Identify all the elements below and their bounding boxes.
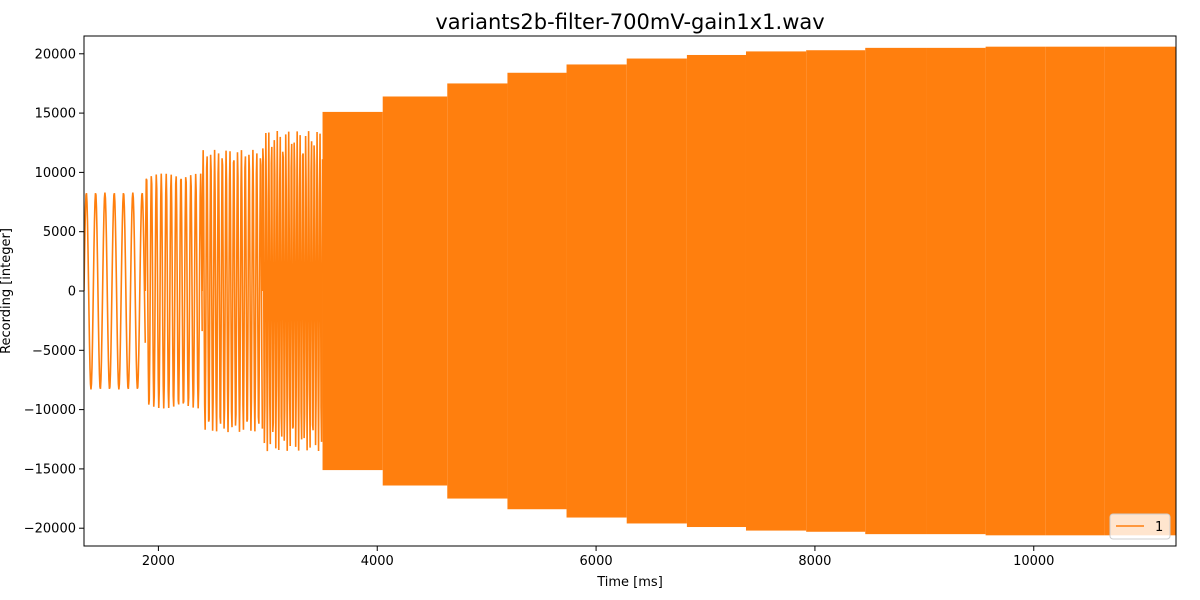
y-tick-label: −10000: [24, 403, 76, 418]
x-tick-label: 8000: [798, 554, 831, 569]
series-segment-band: [626, 58, 687, 524]
series-segment-band: [382, 96, 448, 486]
x-tick-label: 2000: [142, 554, 175, 569]
series-segment-band: [447, 83, 508, 499]
y-tick-label: 15000: [35, 107, 76, 122]
series-segment-wave: [201, 149, 264, 433]
series-segment-band: [322, 111, 383, 471]
y-tick-label: 0: [68, 285, 76, 300]
y-axis-label: Recording [integer]: [0, 228, 14, 354]
series-segment-band: [1104, 46, 1176, 536]
series-segment-band: [745, 51, 807, 531]
x-tick-label: 4000: [361, 554, 394, 569]
series-segment-wave: [261, 130, 324, 452]
series-segment-band: [686, 54, 746, 528]
x-axis-label: Time [ms]: [596, 575, 663, 590]
y-tick-label: 20000: [35, 47, 76, 62]
y-tick-label: 5000: [43, 225, 76, 240]
y-tick-label: −20000: [24, 522, 76, 537]
legend: 1: [1109, 513, 1171, 540]
x-tick-label: 10000: [1013, 554, 1054, 569]
series-segment-band: [566, 64, 627, 518]
series-line-1: [84, 46, 1176, 536]
y-tick-label: −5000: [32, 344, 76, 359]
series-layer: [84, 46, 1176, 536]
series-segment-band: [985, 46, 1046, 536]
x-tick-label: 6000: [580, 554, 613, 569]
series-segment-band: [926, 47, 986, 535]
series-segment-wave: [144, 173, 203, 409]
chart-title: variants2b-filter-700mV-gain1x1.wav: [435, 10, 824, 34]
series-segment-band: [806, 50, 866, 532]
y-tick-label: −15000: [24, 462, 76, 477]
legend-label: 1: [1155, 520, 1163, 535]
series-segment-band: [865, 47, 927, 535]
series-segment-wave: [84, 192, 147, 390]
series-segment-band: [507, 72, 567, 510]
series-segment-band: [1045, 46, 1105, 536]
x-axis: 2000 4000 6000 8000 10000: [142, 546, 1054, 569]
y-tick-label: 10000: [35, 166, 76, 181]
y-axis: −20000 −15000 −10000 −5000 0 5000 10000 15000 20…: [24, 47, 84, 537]
